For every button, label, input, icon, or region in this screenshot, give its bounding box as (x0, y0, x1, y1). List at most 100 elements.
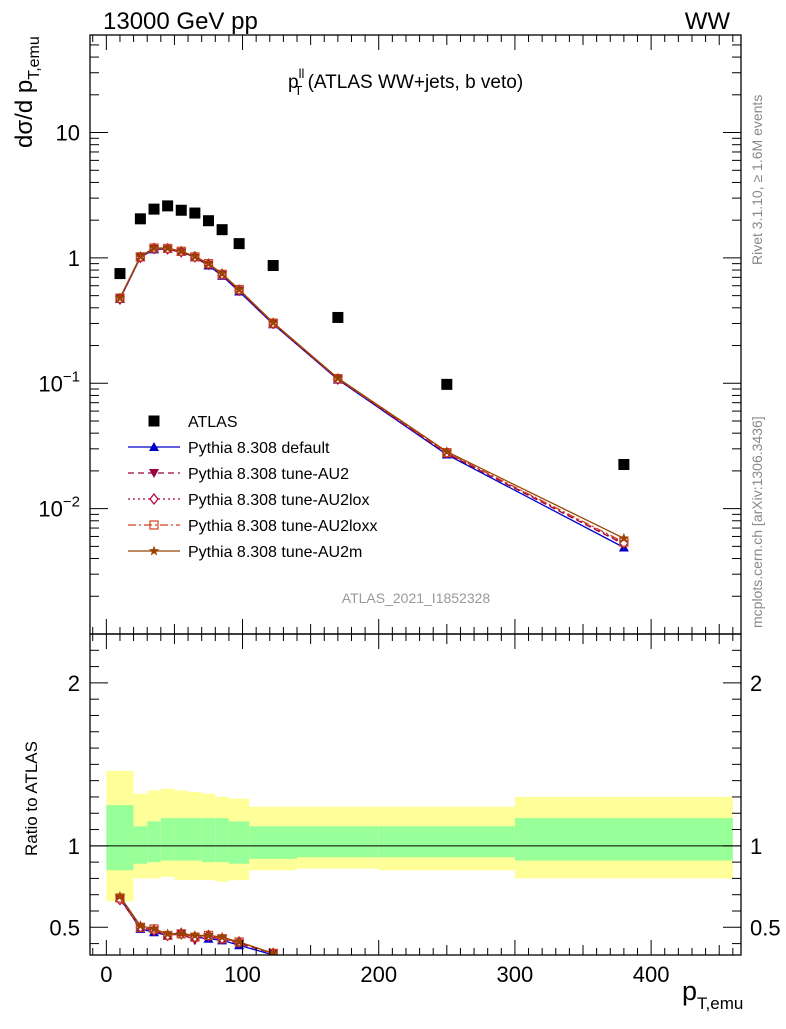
atlas-data-point (441, 378, 453, 390)
x-axis-label: pT,emu (682, 976, 743, 1013)
x-tick-label: 0 (100, 962, 112, 987)
legend-label: Pythia 8.308 tune-AU2loxx (188, 518, 377, 535)
ratio-point (216, 931, 228, 942)
ratio-uncertainty-bands (106, 770, 733, 902)
x-tick-label: 300 (497, 962, 534, 987)
stat-uncertainty-band (514, 818, 733, 861)
mcplots-note: mcplots.cern.ch [arXiv:1306.3436] (749, 416, 765, 628)
atlas-data-point (202, 215, 214, 227)
y-axis-label-main: dσ/d pT,emu (11, 36, 43, 148)
ratio-frame (89, 633, 742, 956)
ratio-point (203, 929, 214, 940)
y-tick-label: 10 (56, 121, 80, 146)
ratio-series-line (119, 897, 274, 955)
mc-point (233, 283, 245, 294)
legend-marker (149, 520, 159, 530)
y-tick-label: 10−1 (38, 368, 80, 396)
stat-uncertainty-band (160, 818, 175, 861)
legend-label: Pythia 8.308 default (188, 440, 330, 457)
atlas-data-point (134, 213, 146, 225)
mc-point (203, 258, 214, 269)
ratio-point (114, 890, 126, 901)
ratio-y-tick-label: 1 (68, 834, 80, 859)
legend-marker (148, 545, 160, 556)
mc-point (332, 372, 344, 383)
y-tick-exponent: −1 (63, 368, 80, 385)
x-tick-label: 100 (224, 962, 261, 987)
mc-point (176, 245, 187, 256)
mc-point (162, 242, 173, 253)
plot-title: pll T (ATLAS WW+jets, b veto) (288, 66, 523, 98)
stat-uncertainty-band (249, 826, 298, 859)
legend: ATLAS Pythia 8.308 default Pythia 8.308 tu… (128, 414, 377, 561)
atlas-data-series (114, 200, 630, 470)
mc-point (216, 268, 228, 279)
mc-point (441, 446, 453, 457)
y-tick-base: 10 (38, 371, 62, 396)
mc-point (267, 317, 279, 328)
plot-title-rest: (ATLAS WW+jets, b veto) (302, 72, 523, 93)
legend-marker (149, 469, 159, 478)
atlas-data-point (332, 311, 344, 323)
legend-marker (149, 493, 159, 505)
ratio-y-tick-label: 2 (68, 671, 80, 696)
mc-point (148, 242, 160, 253)
analysis-id-label: ATLAS_2021_I1852328 (342, 590, 491, 606)
y-tick-base: 10 (38, 497, 62, 522)
y-tick-label: 1 (68, 246, 80, 271)
ratio-point (189, 929, 201, 940)
stat-uncertainty-band (106, 805, 134, 871)
y-tick-exponent: −2 (63, 494, 80, 511)
mc-point (135, 250, 146, 261)
stat-uncertainty-band (174, 818, 189, 861)
ratio-y-tick-label-right: 1 (750, 834, 762, 859)
ratio-y-tick-label: 0.5 (49, 915, 80, 940)
y-tick-label: 10−2 (38, 494, 80, 522)
mc-point (114, 292, 126, 303)
stat-uncertainty-band (201, 818, 216, 863)
ratio-point (176, 928, 187, 939)
ratio-point (267, 947, 279, 955)
stat-uncertainty-band (215, 818, 229, 863)
stat-uncertainty-band (378, 826, 515, 858)
stat-uncertainty-band (133, 826, 148, 864)
legend-label: Pythia 8.308 tune-AU2lox (188, 492, 369, 509)
atlas-data-point (114, 268, 126, 280)
header-energy-label: 13000 GeV pp (103, 8, 258, 35)
y-axis-label-ratio: Ratio to ATLAS (22, 741, 41, 856)
ratio-series-line (119, 895, 274, 955)
atlas-data-point (162, 200, 174, 212)
atlas-data-point (189, 207, 201, 219)
legend-label: Pythia 8.308 tune-AU2m (188, 544, 362, 561)
stat-uncertainty-band (188, 818, 202, 861)
stat-uncertainty-band (228, 821, 250, 864)
ratio-point (233, 936, 245, 947)
atlas-data-point (175, 204, 187, 216)
ratio-y-tick-label-right: 2 (750, 671, 762, 696)
mc-point (618, 532, 630, 543)
ratio-series (114, 890, 279, 955)
atlas-data-point (148, 203, 160, 215)
plot-title-sup: ll (299, 66, 305, 81)
y-axis-label-main-text: dσ/d p (11, 80, 38, 148)
x-tick-label: 400 (633, 962, 670, 987)
x-tick-label: 200 (360, 962, 397, 987)
rivet-version-note: Rivet 3.1.10, ≥ 1.6M events (749, 95, 765, 265)
y-axis-label-main-sub: T,emu (26, 36, 43, 80)
plot-title-sub: T (294, 83, 302, 98)
stat-uncertainty-band (297, 826, 379, 858)
header-process-label: WW (685, 8, 731, 35)
ratio-panel: 0 100 200 300 400 0.5 0.5 1 1 2 2 (49, 633, 781, 987)
legend-marker (148, 415, 160, 427)
x-axis-label-text: p (682, 976, 697, 1006)
plot-title-base: p (288, 72, 299, 93)
atlas-data-point (216, 224, 228, 236)
mc-series (114, 242, 630, 543)
x-axis-label-sub: T,emu (697, 994, 743, 1013)
mc-point (189, 250, 201, 261)
ratio-y-tick-label-right: 0.5 (750, 915, 781, 940)
stat-uncertainty-band (147, 821, 161, 863)
legend-label: Pythia 8.308 tune-AU2 (188, 466, 349, 483)
